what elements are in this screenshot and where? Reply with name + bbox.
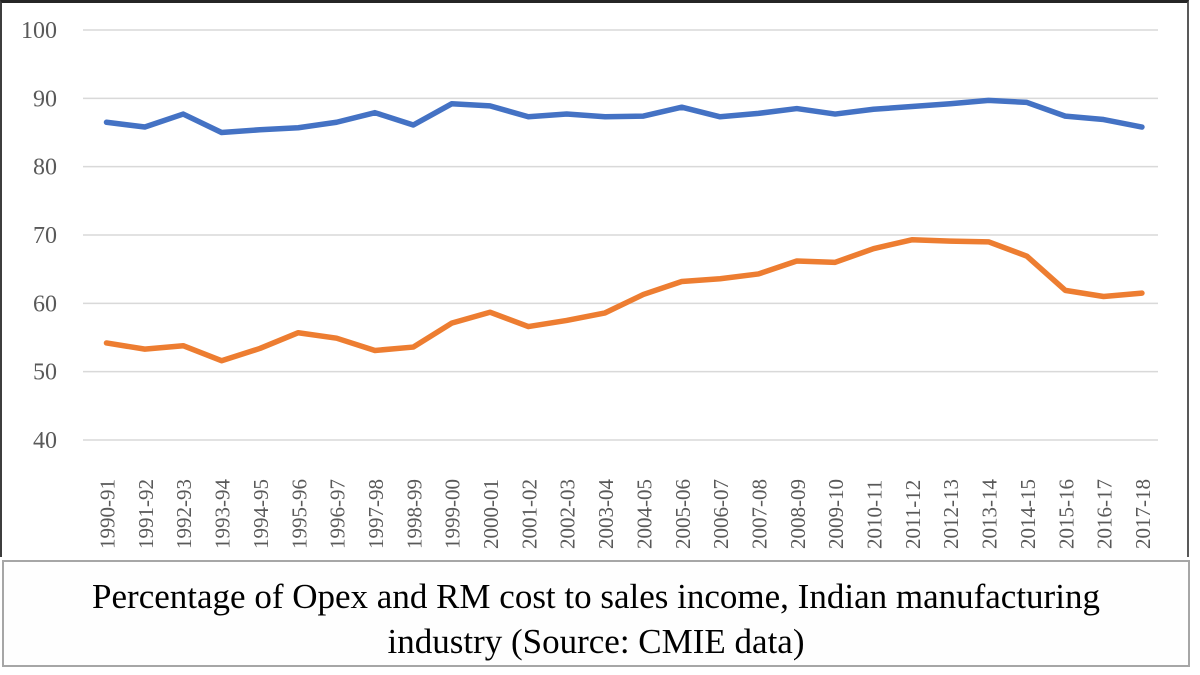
- x-tick-label: 1999-00: [441, 479, 465, 549]
- x-tick-label: 2009-10: [824, 479, 848, 549]
- caption-line-1: Percentage of Opex and RM cost to sales …: [92, 577, 1100, 616]
- x-tick-label: 2010-11: [863, 480, 887, 549]
- x-tick-label: 2000-01: [479, 479, 503, 549]
- y-tick-label: 80: [33, 155, 57, 181]
- x-tick-label: 1990-91: [96, 479, 120, 549]
- chart-panel: 100 90 80 70 60 50 40 1990-91 1991-92 1992-93 1993…: [0, 0, 1189, 557]
- x-tick-label: 1995-96: [287, 479, 311, 549]
- x-tick-label: 2011-12: [901, 480, 925, 549]
- x-tick-label: 1996-97: [326, 479, 350, 549]
- x-tick-label: 1994-95: [249, 479, 273, 549]
- x-tick-label: 1993-94: [211, 479, 235, 549]
- caption-box: Percentage of Opex and RM cost to sales …: [2, 560, 1190, 667]
- series-line-opex: [103, 97, 1145, 136]
- y-tick-label: 100: [21, 18, 57, 44]
- x-tick-label: 2017-18: [1131, 479, 1155, 549]
- x-tick-label: 2008-09: [786, 479, 810, 549]
- x-tick-label: 2012-13: [939, 479, 963, 549]
- x-tick-label: 2001-02: [517, 479, 541, 549]
- x-tick-label: 2002-03: [556, 479, 580, 549]
- x-tick-label: 2004-05: [632, 479, 656, 549]
- y-tick-label: 70: [33, 223, 57, 249]
- caption-line-2: industry (Source: CMIE data): [387, 622, 805, 661]
- y-tick-label: 40: [33, 428, 57, 454]
- y-tick-label: 90: [33, 86, 57, 112]
- x-tick-label: 2006-07: [709, 479, 733, 549]
- x-tick-label: 1998-99: [402, 479, 426, 549]
- x-tick-label: 2015-16: [1054, 479, 1078, 549]
- line-chart-canvas: 100 90 80 70 60 50 40 1990-91 1991-92 1992-93 1993…: [21, 18, 1158, 549]
- x-tick-label: 1997-98: [364, 479, 388, 549]
- y-tick-label: 60: [33, 291, 57, 317]
- series-line-rm-cost: [103, 237, 1145, 364]
- x-tick-label: 2013-14: [978, 479, 1002, 549]
- x-tick-label: 2005-06: [671, 479, 695, 549]
- x-tick-label: 2016-17: [1093, 479, 1117, 549]
- x-tick-label: 2003-04: [594, 479, 618, 549]
- x-tick-label: 2007-08: [747, 479, 771, 549]
- y-tick-label: 50: [33, 360, 57, 386]
- x-tick-label: 1991-92: [134, 479, 158, 549]
- x-tick-label: 2014-15: [1016, 479, 1040, 549]
- x-tick-label: 1992-93: [172, 479, 196, 549]
